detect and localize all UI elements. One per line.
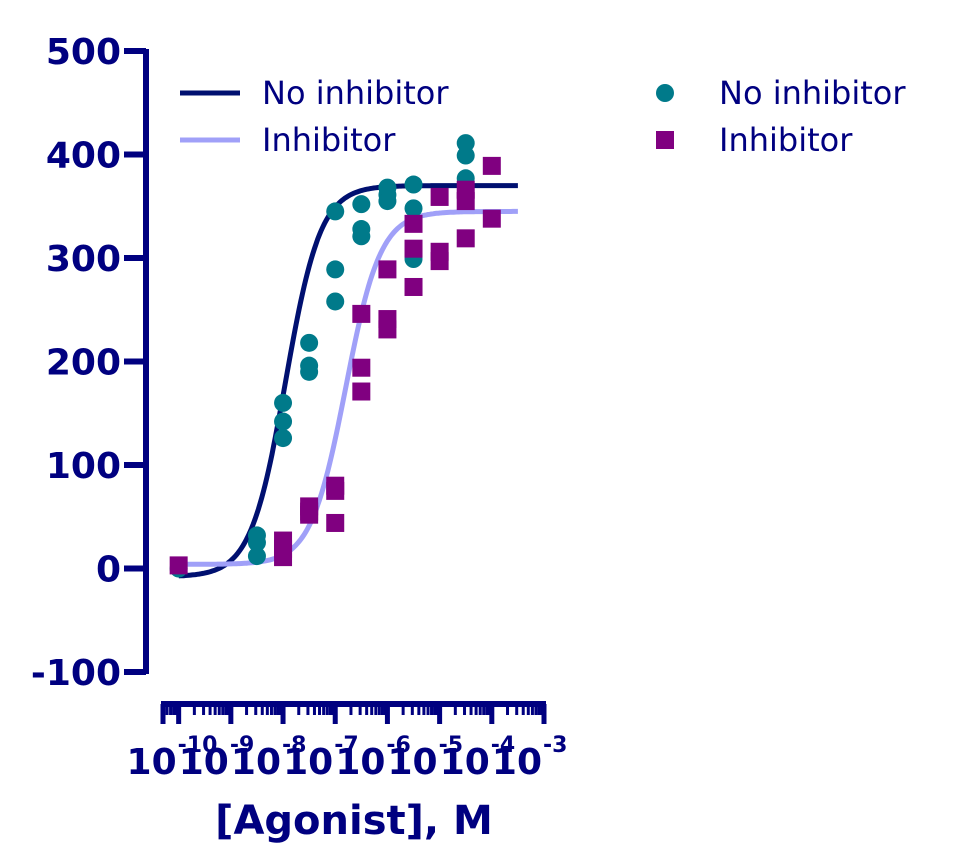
x-tick-label-base: 10	[127, 742, 177, 783]
y-tick-label: 200	[46, 343, 121, 384]
x-tick-label-base: 10	[231, 742, 281, 783]
x-tick-label-exponent: -8	[282, 733, 306, 758]
y-tick-label: 0	[96, 550, 121, 591]
data-point-no-inhibitor	[352, 195, 371, 214]
data-point-no-inhibitor	[378, 192, 397, 211]
data-point-no-inhibitor	[404, 199, 423, 218]
data-point-no-inhibitor	[326, 202, 345, 221]
data-point-no-inhibitor	[404, 175, 423, 194]
data-point-inhibitor	[482, 209, 501, 228]
legend-square-swatch	[656, 131, 674, 149]
data-point-inhibitor	[326, 513, 345, 532]
x-tick-label-base: 10	[283, 742, 333, 783]
y-axis: -100 0 100 200 300 400 500	[31, 32, 149, 694]
x-tick-label-exponent: -4	[491, 733, 515, 758]
x-tick-label-base: 10	[335, 742, 385, 783]
x-tick-label-base: 10	[492, 742, 542, 783]
data-point-inhibitor	[274, 548, 293, 567]
x-tick-label-exponent: -5	[439, 733, 463, 758]
x-tick-label-exponent: -6	[386, 733, 410, 758]
data-point-inhibitor	[352, 382, 371, 401]
data-point-no-inhibitor	[274, 429, 293, 448]
data-point-inhibitor	[326, 481, 345, 500]
data-point-no-inhibitor	[300, 333, 319, 352]
x-tick-label-base: 10	[440, 742, 490, 783]
x-tick-label-exponent: -9	[230, 733, 254, 758]
legend-label: Inhibitor	[719, 121, 853, 159]
x-tick-label-exponent: -3	[543, 733, 567, 758]
x-tick-label-exponent: -7	[334, 733, 358, 758]
data-point-inhibitor	[352, 304, 371, 323]
data-point-inhibitor	[482, 156, 501, 175]
y-tick-label: 300	[46, 239, 121, 280]
y-tick-label: -100	[31, 653, 121, 694]
data-point-inhibitor	[430, 252, 449, 271]
data-point-inhibitor	[404, 277, 423, 296]
legend-label: Inhibitor	[262, 121, 396, 159]
data-point-inhibitor	[300, 505, 319, 524]
data-point-no-inhibitor	[300, 362, 319, 381]
data-points	[169, 134, 501, 578]
data-point-no-inhibitor	[352, 227, 371, 246]
x-tick-label-base: 10	[388, 742, 438, 783]
data-point-no-inhibitor	[274, 412, 293, 431]
fit-curve-inhibitor	[178, 208, 518, 567]
y-tick-label: 100	[46, 446, 121, 487]
data-point-inhibitor	[169, 556, 188, 575]
data-point-inhibitor	[378, 260, 397, 279]
data-point-inhibitor	[404, 214, 423, 233]
x-tick-label-exponent: -10	[178, 733, 218, 758]
legend-label: No inhibitor	[719, 74, 906, 112]
legend-label: No inhibitor	[262, 74, 449, 112]
data-point-no-inhibitor	[274, 393, 293, 412]
data-point-inhibitor	[456, 229, 475, 248]
data-point-no-inhibitor	[247, 547, 266, 566]
data-point-no-inhibitor	[456, 146, 475, 165]
data-point-no-inhibitor	[456, 134, 475, 153]
data-point-inhibitor	[404, 239, 423, 258]
legend: No inhibitor Inhibitor No inhibitor Inhibit…	[180, 74, 906, 159]
data-point-inhibitor	[378, 320, 397, 339]
x-axis-title: [Agonist], M	[215, 798, 493, 844]
legend-circle-swatch	[656, 84, 674, 102]
data-point-no-inhibitor	[247, 533, 266, 552]
y-tick-label: 500	[46, 32, 121, 73]
data-point-inhibitor	[352, 358, 371, 377]
data-point-no-inhibitor	[326, 292, 345, 311]
data-point-no-inhibitor	[326, 260, 345, 279]
y-tick-label: 400	[46, 136, 121, 177]
x-tick-label-base: 10	[179, 742, 229, 783]
data-point-inhibitor	[430, 187, 449, 206]
data-point-inhibitor	[456, 192, 475, 211]
